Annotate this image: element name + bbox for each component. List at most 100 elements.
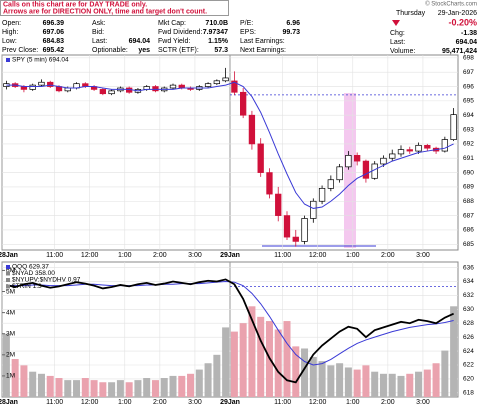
x-tick-label: 11:00 — [46, 399, 63, 406]
x-tick-label: 11:00 — [46, 252, 63, 259]
volume-bar — [230, 331, 238, 397]
field-value: 696.39 — [43, 20, 65, 27]
volume-bar — [134, 380, 142, 397]
legend-swatch — [6, 265, 10, 269]
field-label: Mkt Cap: — [158, 20, 186, 27]
y-tick-label: 686 — [463, 227, 474, 234]
legend-entry: $NYAD 358.00 — [12, 270, 55, 277]
volume-bar — [309, 356, 317, 397]
volume-bar — [441, 350, 449, 397]
y-tick-label: 695 — [463, 98, 474, 105]
y-tick-label: 634 — [463, 278, 474, 285]
volume-bar — [388, 373, 396, 397]
field-value: 695.42 — [43, 47, 65, 54]
volume-bar — [336, 363, 344, 397]
date: 29-Jan-2026 — [438, 10, 477, 17]
volume-bar — [248, 306, 256, 397]
field-label: P/E: — [240, 20, 253, 27]
line — [6, 278, 454, 384]
legend-entry: SPY (5 min) 694.04 — [12, 57, 69, 64]
candle-body — [275, 193, 282, 216]
x-tick-label: 28Jan — [0, 399, 18, 406]
y-tick-label: 687 — [463, 212, 474, 219]
legend-entry: $NYUPV:$NYDHV 0.97 — [12, 277, 81, 284]
candle-body — [222, 77, 229, 82]
candle-body — [450, 114, 457, 140]
legend-swatch — [6, 271, 10, 276]
volume-bar — [344, 367, 352, 397]
volume-bar — [143, 378, 151, 397]
field-value: 6.96 — [286, 20, 300, 27]
x-tick-label: 1:00 — [118, 399, 132, 406]
candle-body — [397, 149, 405, 155]
candle-body — [415, 144, 422, 152]
field-value: 1.15% — [208, 38, 229, 45]
line — [6, 81, 454, 209]
candle-body — [152, 86, 159, 92]
candle-body — [248, 114, 256, 145]
chg-label: Chg: — [390, 30, 405, 37]
volume-bar — [64, 380, 72, 397]
notice-box — [0, 0, 229, 16]
candle-body — [283, 215, 291, 238]
y-tick-label: 691 — [463, 155, 474, 162]
candle-body — [292, 236, 299, 242]
candle-body — [29, 84, 36, 90]
y-tick-label: 689 — [463, 184, 474, 191]
legend-swatch — [6, 284, 10, 289]
volume-bar — [187, 373, 195, 397]
y-tick-label: 690 — [463, 169, 474, 176]
y-tick-label: 618 — [463, 390, 474, 397]
candle-body — [239, 91, 247, 116]
y-tick-label: 636 — [463, 264, 474, 271]
candle-body — [213, 80, 221, 85]
x-tick-label: 1:00 — [346, 252, 360, 259]
candle-body — [169, 84, 177, 89]
x-tick-label: 29Jan — [220, 252, 240, 259]
x-tick-label: 3:00 — [188, 399, 202, 406]
volume-bar — [274, 329, 282, 397]
volume-bar — [371, 371, 379, 397]
field-value: 7.97347 — [203, 29, 228, 36]
field-value: 99.73 — [282, 29, 300, 36]
volume-bar — [327, 365, 335, 397]
volume-bar — [379, 373, 387, 397]
volume-bar — [432, 363, 440, 397]
volume-tick-label: 4M — [6, 309, 15, 316]
pct-change: -0.20% — [448, 17, 477, 27]
y-tick-label: 696 — [463, 83, 474, 90]
x-tick-label: 3:00 — [416, 252, 430, 259]
volume-bar — [55, 378, 63, 397]
field-value: 694.04 — [129, 38, 151, 45]
volume-bar — [397, 375, 405, 397]
down-arrow — [392, 20, 400, 26]
y-tick-label: 622 — [463, 362, 474, 369]
volume-bar — [406, 373, 414, 397]
volume-bar — [283, 321, 291, 397]
highlight-span — [344, 93, 356, 248]
volume-bar — [99, 382, 107, 397]
y-tick-label: 697 — [463, 69, 474, 76]
volume-bar — [301, 348, 309, 397]
notice: Arrows are for DIRECTION ONLY, time and … — [3, 8, 207, 15]
legend-swatch — [6, 278, 10, 282]
candle-body — [406, 149, 413, 152]
volume-bar — [415, 371, 423, 397]
field-label: EPS: — [240, 29, 256, 36]
legend-swatch — [6, 58, 10, 62]
x-tick-label: 29Jan — [220, 399, 240, 406]
field-label: Last Earnings: — [240, 38, 285, 45]
field-value: 57.3 — [214, 47, 228, 54]
candle-body — [310, 200, 317, 219]
field-label: Open: — [2, 20, 21, 27]
x-tick-label: 1:00 — [118, 252, 132, 259]
volume-bar — [46, 375, 54, 397]
volume-tick-label: 2M — [6, 352, 15, 359]
field-label: Ask: — [92, 20, 106, 27]
volume-bar — [204, 363, 212, 397]
volume-bar — [116, 380, 124, 397]
candle-body — [257, 143, 264, 173]
candle-body — [441, 139, 449, 152]
field-value: yes — [138, 47, 150, 54]
field-value: 697.06 — [43, 29, 65, 36]
